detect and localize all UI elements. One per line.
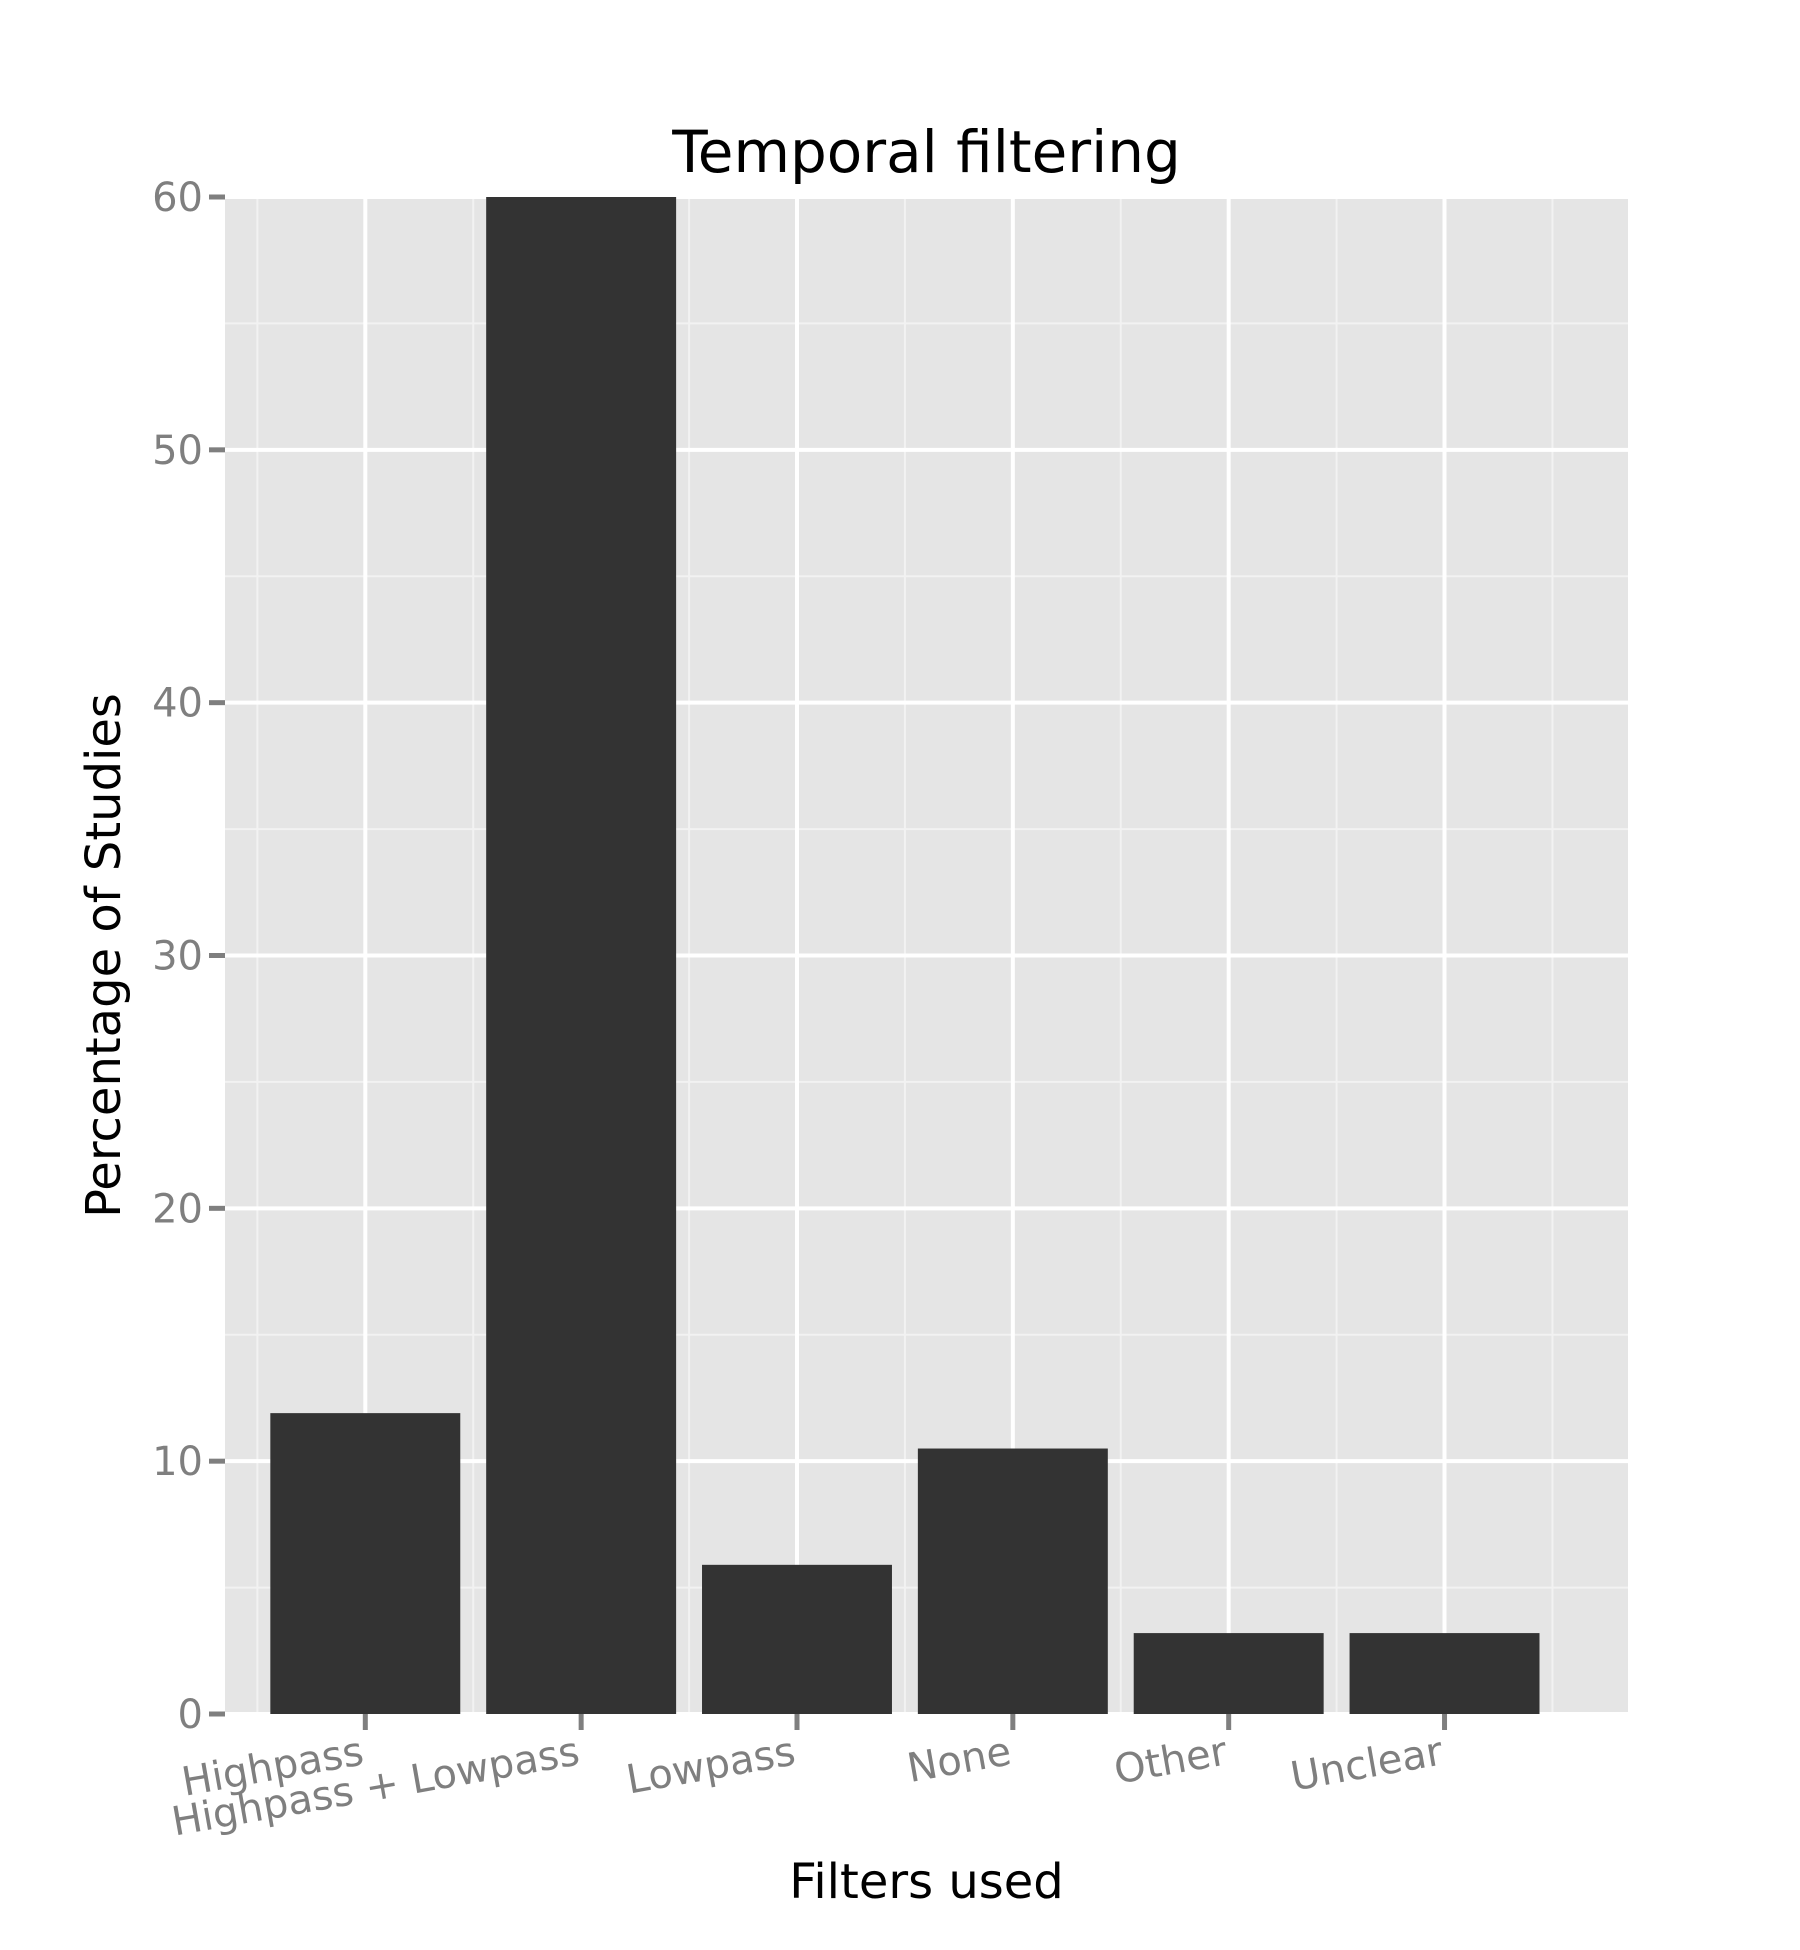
y-tick-label: 30 [152,934,203,980]
x-tick-label: Other [1111,1728,1231,1793]
y-tick-label: 60 [152,175,203,221]
bar [917,1448,1108,1714]
x-tick-label: Unclear [1287,1728,1447,1800]
chart-title: Temporal filtering [671,118,1181,186]
bar [486,197,677,1714]
x-tick-label: None [904,1729,1015,1792]
x-axis-title: Filters used [789,1854,1064,1910]
y-tick-label: 0 [178,1692,203,1738]
bar [270,1413,461,1714]
y-axis-title: Percentage of Studies [76,693,132,1218]
y-tick-label: 40 [152,681,203,727]
bar [1349,1633,1540,1714]
bar [1133,1633,1324,1714]
y-tick-label: 20 [152,1186,203,1232]
y-tick-label: 10 [152,1439,203,1485]
y-tick-label: 50 [152,428,203,474]
y-axis: 0 10 20 30 40 50 60 [152,175,225,1738]
x-tick-label: Lowpass [623,1729,799,1804]
bar [702,1564,892,1714]
bars [270,197,1540,1714]
